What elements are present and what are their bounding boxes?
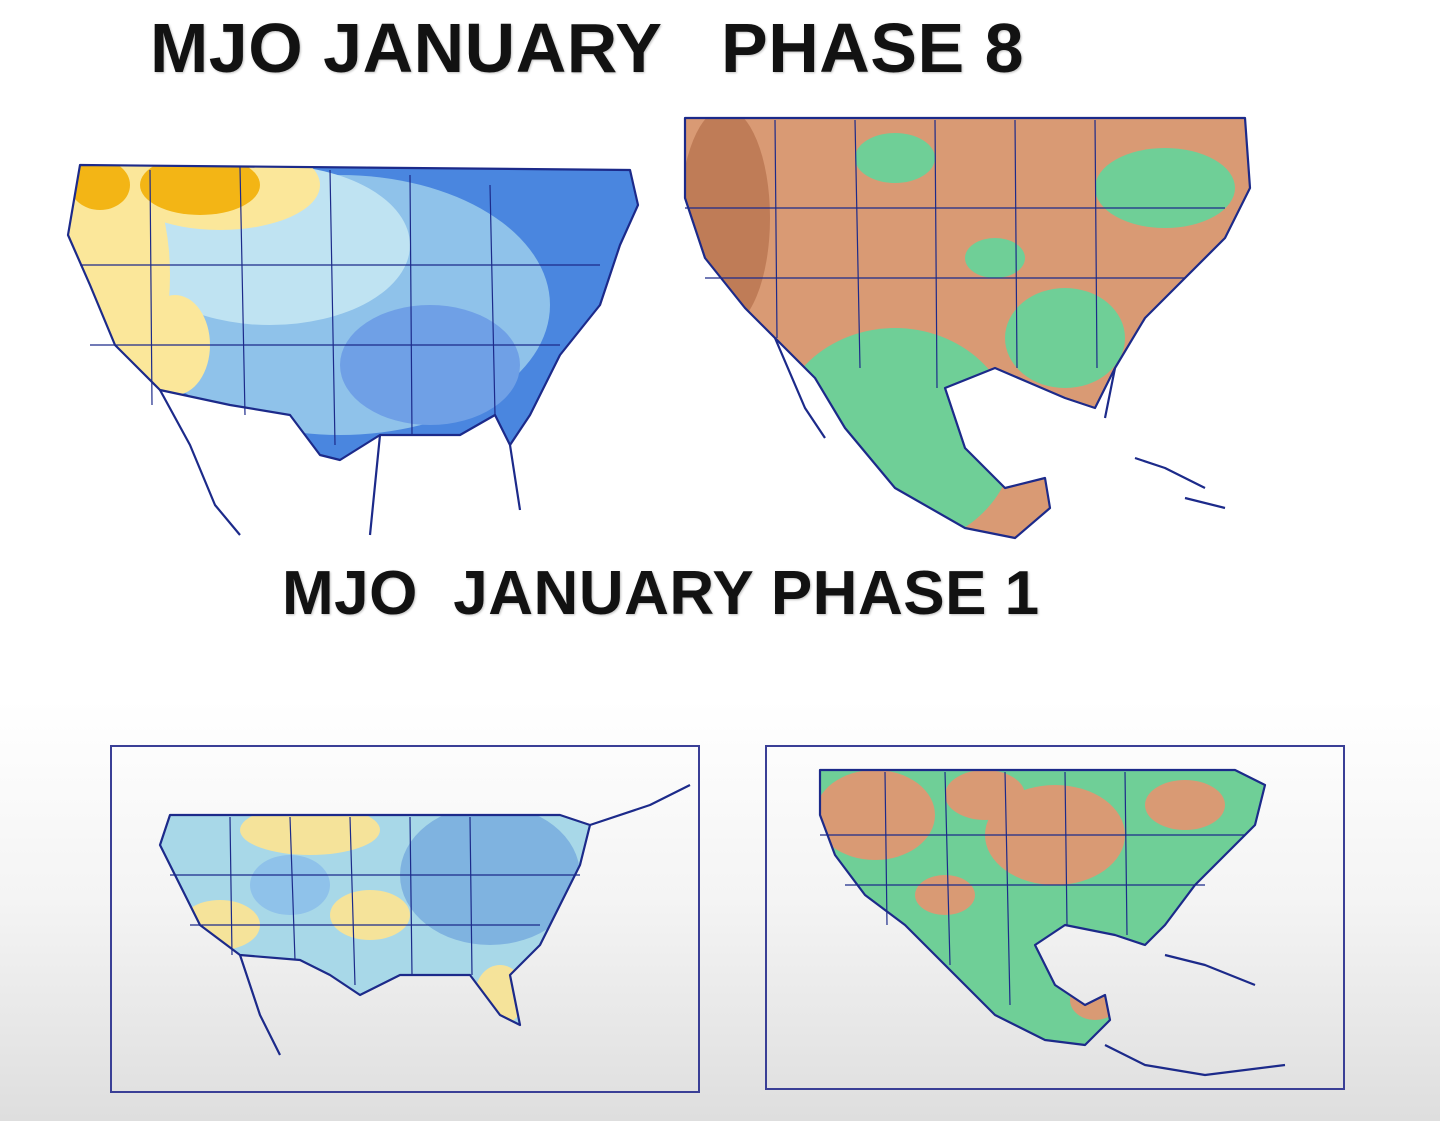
precipitation-map-phase-8 — [683, 116, 1252, 540]
temperature-map-phase-8 — [66, 163, 640, 536]
title-phase-8: MJO JANUARY PHASE 8 — [150, 9, 1025, 87]
title-phase-1: MJO JANUARY PHASE 1 — [282, 559, 1040, 628]
precipitation-map-phase-1 — [765, 745, 1345, 1090]
temperature-map-phase-1 — [110, 745, 700, 1093]
